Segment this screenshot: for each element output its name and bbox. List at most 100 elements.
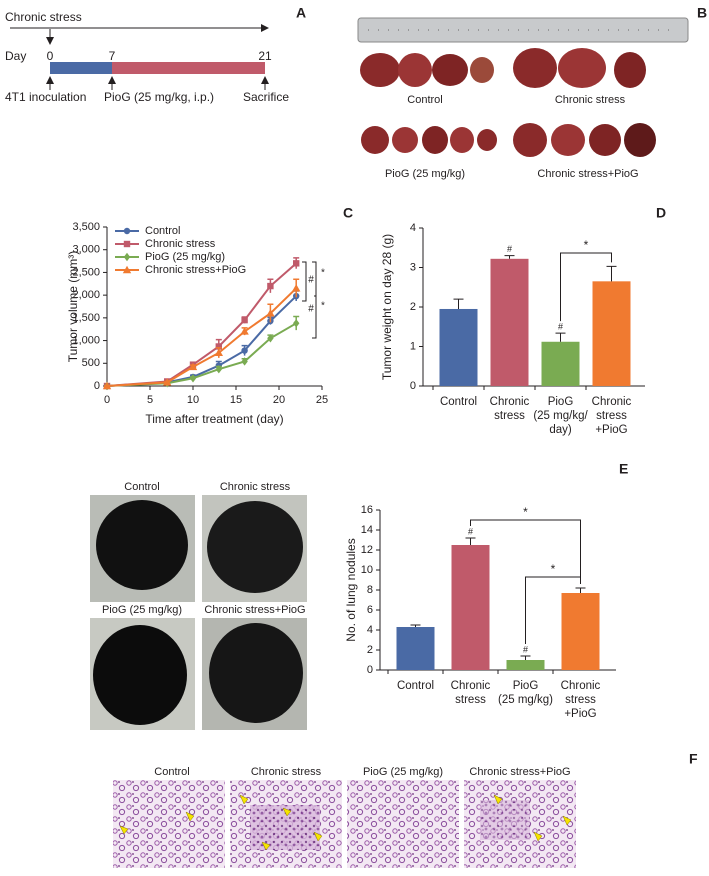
y-tick-label: 3 [410,261,416,273]
point [292,284,301,292]
point [267,282,274,290]
y-tick-label: 1,500 [72,312,100,324]
panel-label: B [697,5,707,21]
x-tick-label: PioG [548,396,574,408]
timeline-segment [112,62,265,74]
legend-label: Chronic stress [145,238,216,250]
x-tick-label: day) [549,424,572,436]
x-tick-label: stress [596,410,627,422]
y-tick-label: 1,000 [72,334,100,346]
y-tick-label: 0 [410,380,416,392]
x-tick-label: Control [397,680,434,692]
series-line [106,287,297,387]
x-tick-label: +PioG [595,424,627,436]
point [241,357,248,366]
event-label: Sacrifice [243,90,289,104]
panel-label: C [343,205,353,221]
significance-mark: # [558,321,563,331]
y-axis-label: No. of lung nodules [344,538,358,641]
significance-bracket [312,261,317,339]
day: 7 [109,49,116,63]
histology-label: Chronic stress [251,766,322,778]
x-tick-label: stress [565,694,596,706]
x-axis-label: Time after treatment (day) [145,412,283,426]
photo-label: PioG (25 mg/kg) [385,168,465,180]
point [189,374,197,383]
point [123,227,131,235]
y-tick-label: 3,500 [72,221,100,233]
x-tick-label: 15 [230,394,242,406]
x-tick-label: PioG [513,680,539,692]
significance-mark: * [551,562,556,576]
series-line [106,322,297,387]
point [241,347,248,354]
bar [439,308,478,386]
y-tick-label: 16 [361,504,373,516]
x-tick-label: 10 [187,394,199,406]
significance-mark: * [584,238,589,252]
significance-bracket [560,252,612,322]
x-tick-label: 25 [316,394,328,406]
y-tick-label: 2 [367,644,373,656]
y-tick-label: 4 [410,222,416,234]
timeline-title: Chronic stress [5,10,82,24]
day-label: Day [5,49,26,63]
x-tick-label: Control [440,396,477,408]
bar [541,341,580,386]
x-tick-label: stress [494,410,525,422]
timeline-segment [50,62,112,74]
x-tick-label: 20 [273,394,285,406]
y-tick-label: 4 [367,624,373,636]
photo-label: Chronic stress+PioG [204,604,305,616]
bar [490,258,529,386]
y-tick-label: 10 [361,564,373,576]
photo-label: Chronic stress [555,94,626,106]
x-tick-label: stress [455,694,486,706]
y-tick-label: 2,000 [72,289,100,301]
point [122,265,132,274]
significance-bracket [302,261,307,302]
y-tick-label: 2 [410,301,416,313]
photo-label: Control [407,94,442,106]
photo-label: PioG (25 mg/kg) [102,604,182,616]
x-tick-label: 0 [104,394,110,406]
photo-label: Chronic stress+PioG [537,168,638,180]
error-bar [606,265,617,282]
bar [561,593,600,670]
y-tick-label: 1 [410,340,416,352]
error-bar [555,332,566,342]
significance-bracket [525,576,581,644]
significance-mark: # [308,304,314,315]
photo-label: Control [124,481,159,493]
histology-label: PioG (25 mg/kg) [363,766,443,778]
x-tick-label: Chronic [561,680,601,692]
point [163,378,172,386]
x-tick-label: Chronic [451,680,491,692]
event-label: 4T1 inoculation [5,90,86,104]
bar [451,545,490,670]
point [215,343,222,350]
photo-label: Chronic stress [220,481,291,493]
day: 0 [47,49,54,63]
error-bar [520,655,531,660]
tumor-photo [357,17,689,157]
point [293,260,300,267]
y-tick-label: 3,000 [72,244,100,256]
legend-label: Chronic stress+PioG [145,264,246,276]
x-tick-label: Chronic [490,396,530,408]
point [241,316,248,324]
panel-label: E [619,461,628,477]
histology-label: Control [154,766,189,778]
event-label: PioG (25 mg/kg, i.p.) [104,90,214,104]
x-tick-label: +PioG [564,708,596,720]
y-axis-label: Tumor weight on day 28 (g) [380,234,394,380]
significance-mark: * [523,505,528,519]
y-tick-label: 6 [367,604,373,616]
error-bar [410,624,421,627]
significance-mark: # [308,275,314,286]
point [215,364,222,374]
y-tick-label: 14 [361,524,373,536]
error-bar [575,587,586,593]
error-bar [504,255,515,259]
legend-label: Control [145,225,180,237]
